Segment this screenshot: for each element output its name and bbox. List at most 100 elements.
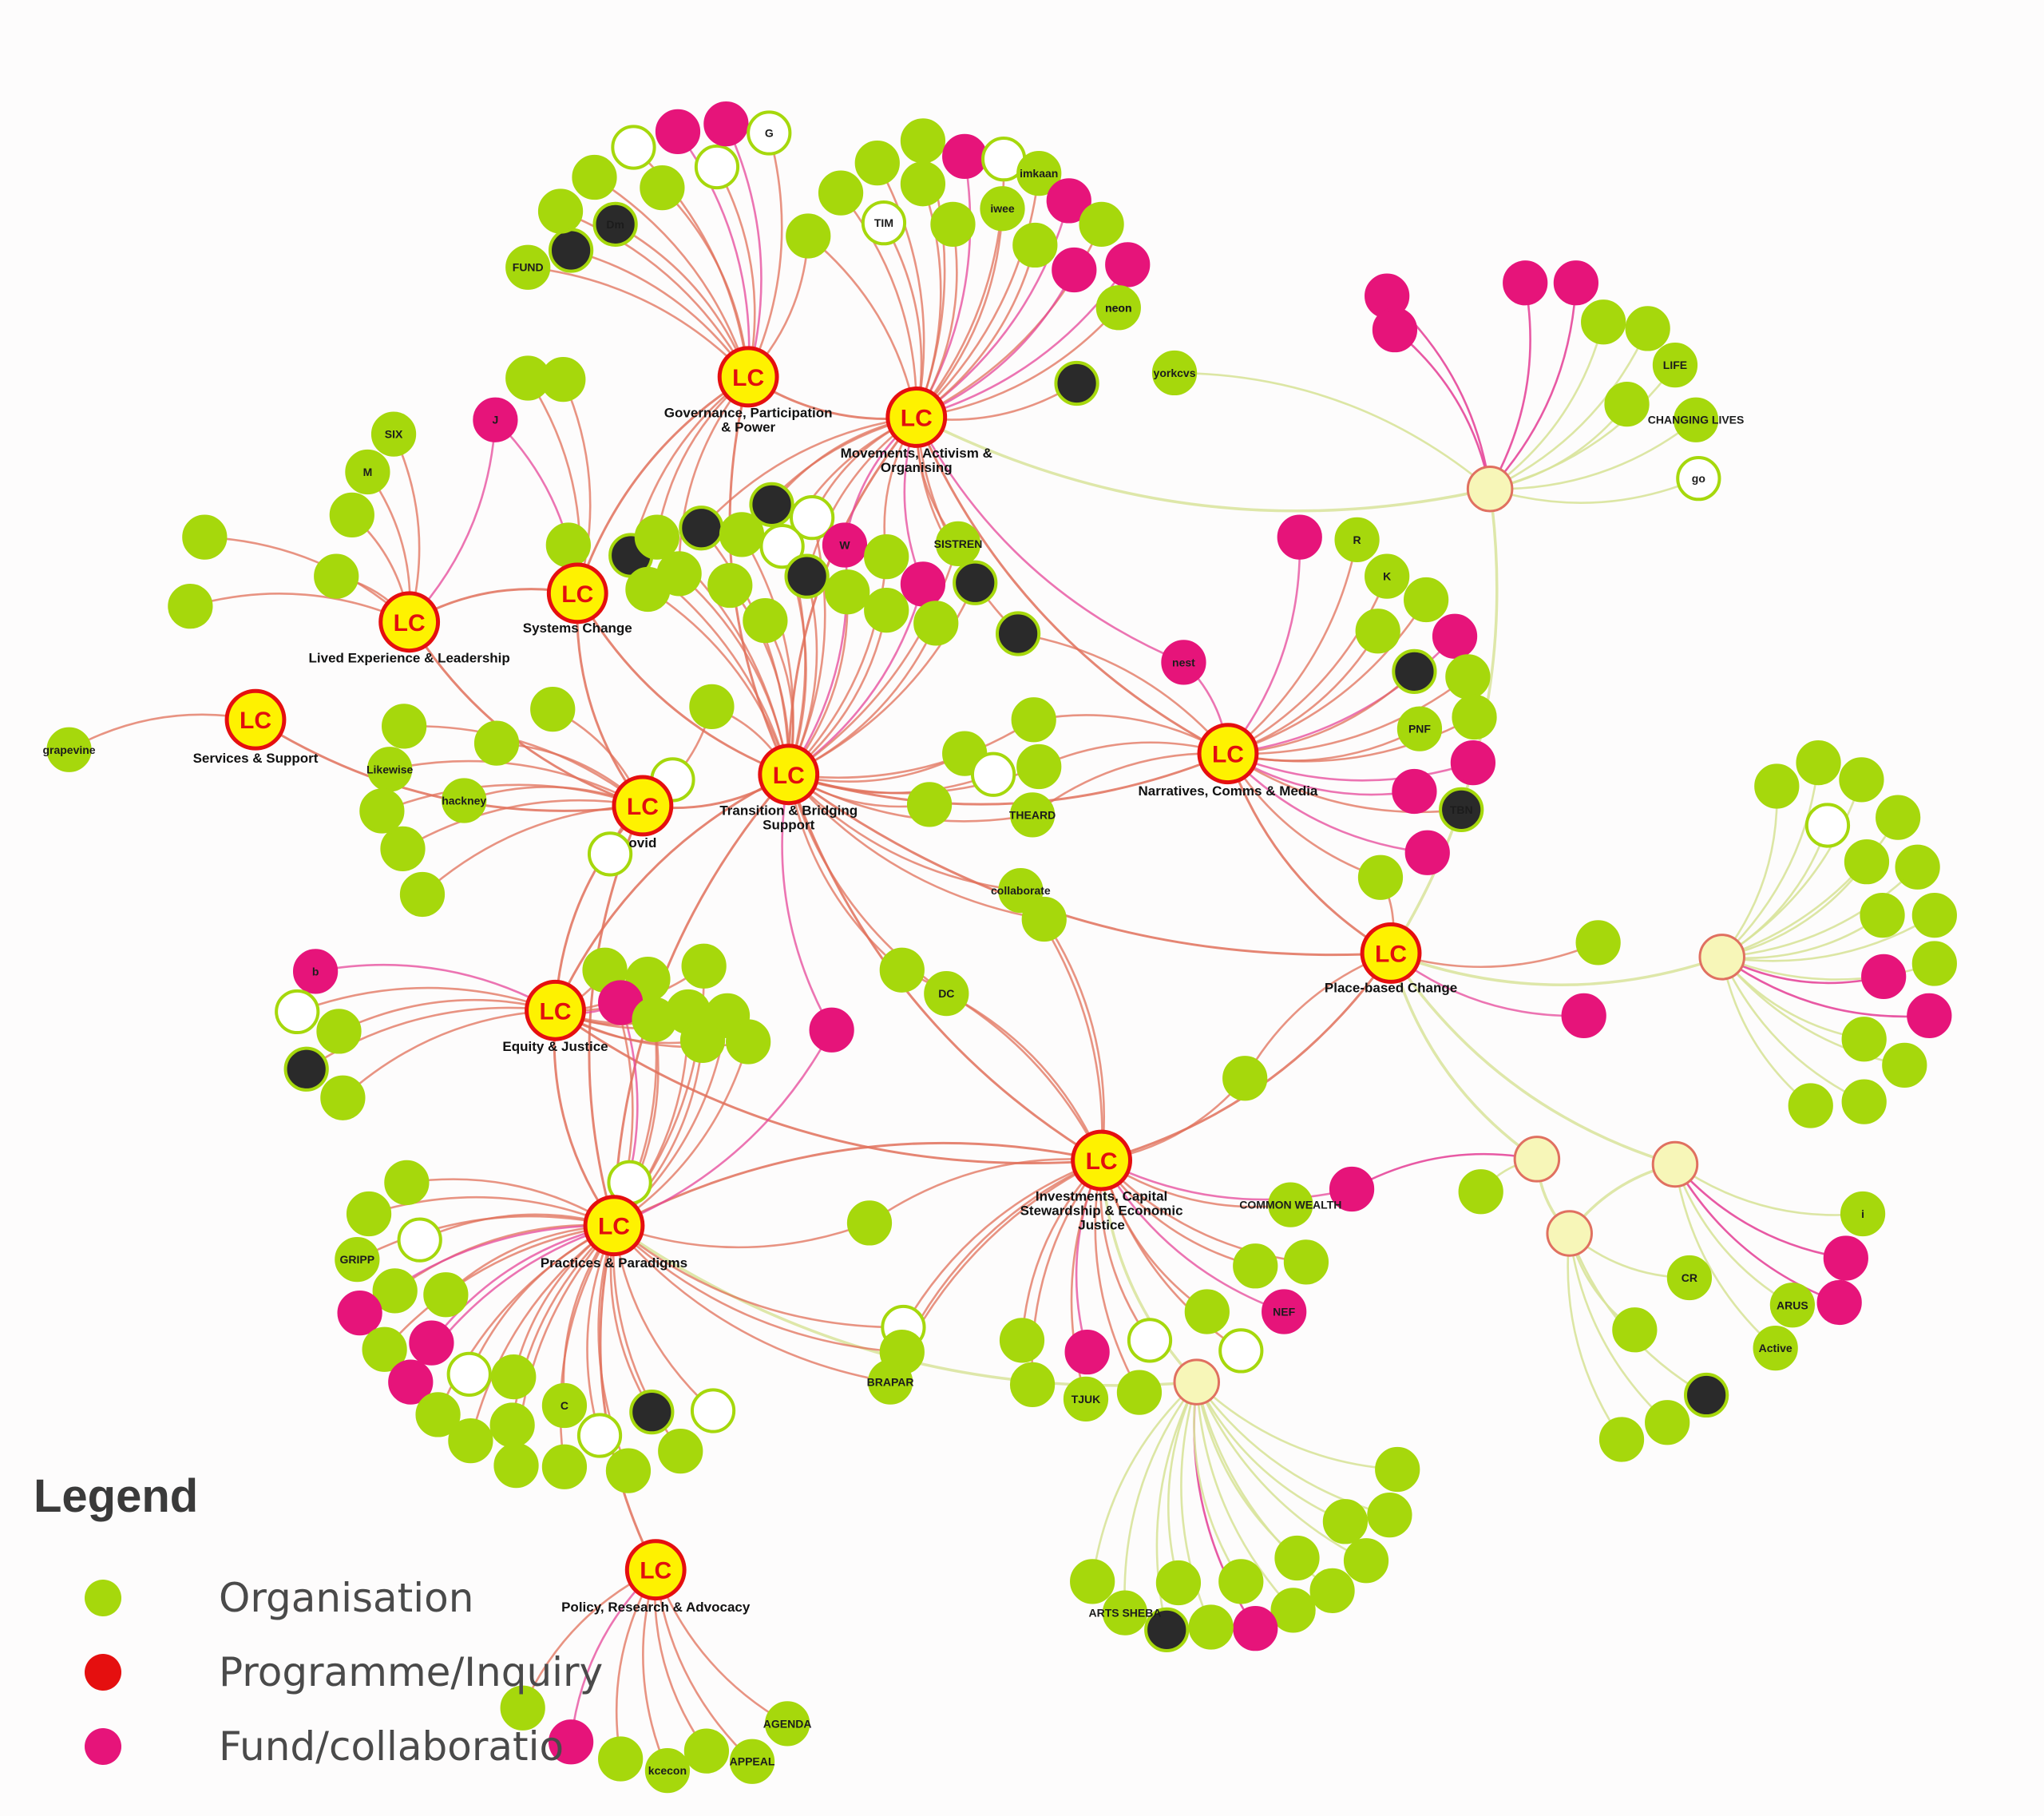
organisation-node[interactable] [1367,1493,1412,1538]
organisation-node[interactable] [1021,896,1067,942]
hub-serv[interactable]: LC Services & Support [193,688,319,766]
organisation-node[interactable] [1222,1056,1268,1101]
hub-eq[interactable]: LC Equity & Justice [502,979,608,1054]
fund-node[interactable] [1392,768,1437,815]
organisation-node[interactable] [530,687,576,732]
organisation-node[interactable] [1625,306,1670,351]
organisation-node[interactable] [1673,397,1719,442]
organisation-node[interactable] [611,125,656,170]
fund-node[interactable] [1450,739,1496,786]
organisation-node[interactable] [448,1418,493,1464]
organisation-node[interactable] [380,826,426,871]
fund-node[interactable] [409,1320,454,1366]
organisation-node[interactable] [1604,382,1650,427]
organisation-node[interactable] [1788,1083,1833,1128]
organisation-node[interactable] [634,514,679,560]
organisation-node[interactable] [729,1739,775,1784]
organisation-node[interactable] [864,587,909,633]
programme-hub-node[interactable] [758,743,820,806]
organisation-node[interactable] [489,1402,535,1448]
organisation-node[interactable] [473,720,520,766]
programme-hub-node[interactable] [717,346,779,408]
organisation-node[interactable] [1095,285,1141,331]
organisation-node[interactable] [683,1728,730,1774]
organisation-node[interactable] [1876,795,1921,840]
organisation-node[interactable] [545,522,591,568]
organisation-node[interactable] [1753,1326,1798,1371]
organisation-node[interactable] [784,553,830,599]
organisation-node[interactable] [1769,1283,1816,1328]
fund-node[interactable] [292,949,339,994]
organisation-node[interactable] [372,1268,418,1314]
group-center-node[interactable] [1651,1140,1699,1188]
organisation-node[interactable] [759,523,805,569]
organisation-node[interactable] [541,356,586,402]
organisation-node[interactable] [679,506,724,551]
hub-pol[interactable]: LC Policy, Research & Advocacy [561,1539,751,1615]
fund-node[interactable] [1262,1289,1307,1334]
organisation-node[interactable] [1839,757,1884,803]
organisation-node[interactable] [359,788,405,834]
organisation-node[interactable] [1283,1239,1329,1285]
programme-hub-node[interactable] [885,387,948,448]
fund-node[interactable] [337,1290,382,1336]
organisation-node[interactable] [1612,1307,1658,1353]
organisation-node[interactable] [168,584,213,629]
organisation-node[interactable] [500,1685,545,1731]
hub-sys[interactable]: LC Systems Change [523,562,632,636]
organisation-node[interactable] [935,521,981,566]
programme-hub-node[interactable] [546,562,608,624]
organisation-node[interactable] [1079,201,1124,247]
organisation-node[interactable] [879,947,925,993]
organisation-node[interactable] [442,778,487,823]
organisation-node[interactable] [1155,1560,1202,1606]
organisation-node[interactable] [1012,222,1058,268]
organisation-node[interactable] [572,154,617,200]
organisation-node[interactable] [587,831,633,877]
programme-hub-node[interactable] [583,1195,645,1257]
organisation-node[interactable] [846,1200,893,1246]
organisation-node[interactable] [182,514,228,560]
organisation-node[interactable] [690,1388,736,1433]
organisation-node[interactable] [399,871,446,918]
organisation-node[interactable] [1268,1182,1313,1227]
organisation-node[interactable] [1841,1079,1887,1124]
fund-node[interactable] [1816,1279,1862,1326]
fund-node[interactable] [809,1007,854,1053]
hub-mov[interactable]: LC Movements, Activism &Organising [841,387,992,476]
organisation-node[interactable] [999,1318,1045,1363]
organisation-node[interactable] [505,244,551,290]
organisation-node[interactable] [314,553,359,599]
organisation-node[interactable] [1309,1568,1355,1613]
organisation-node[interactable] [1581,299,1626,345]
organisation-node[interactable] [681,943,727,989]
programme-hub-node[interactable] [1360,922,1422,984]
programme-hub-node[interactable] [624,1539,687,1601]
organisation-node[interactable] [749,482,794,527]
fund-node[interactable] [1052,247,1097,293]
fund-node[interactable] [1277,514,1322,560]
organisation-node[interactable] [867,1359,913,1405]
organisation-node[interactable] [1184,1289,1230,1334]
programme-hub-node[interactable] [612,775,674,837]
organisation-node[interactable] [900,161,946,207]
organisation-node[interactable] [592,201,638,247]
hub-narr[interactable]: LC Narratives, Comms & Media [1139,723,1318,799]
organisation-node[interactable] [1355,609,1400,654]
organisation-node[interactable] [1458,1169,1503,1215]
programme-hub-node[interactable] [378,591,441,653]
organisation-node[interactable] [382,704,427,749]
organisation-node[interactable] [397,1217,442,1263]
organisation-node[interactable] [1016,151,1062,196]
organisation-node[interactable] [1011,697,1056,743]
organisation-node[interactable] [1911,941,1957,986]
organisation-node[interactable] [1392,648,1437,694]
organisation-node[interactable] [1841,1017,1887,1062]
organisation-node[interactable] [598,1736,644,1782]
organisation-node[interactable] [1334,517,1380,563]
organisation-node[interactable] [1016,743,1062,790]
organisation-node[interactable] [335,1237,380,1283]
organisation-node[interactable] [1445,654,1491,700]
organisation-node[interactable] [1365,553,1410,599]
fund-node[interactable] [473,397,518,442]
